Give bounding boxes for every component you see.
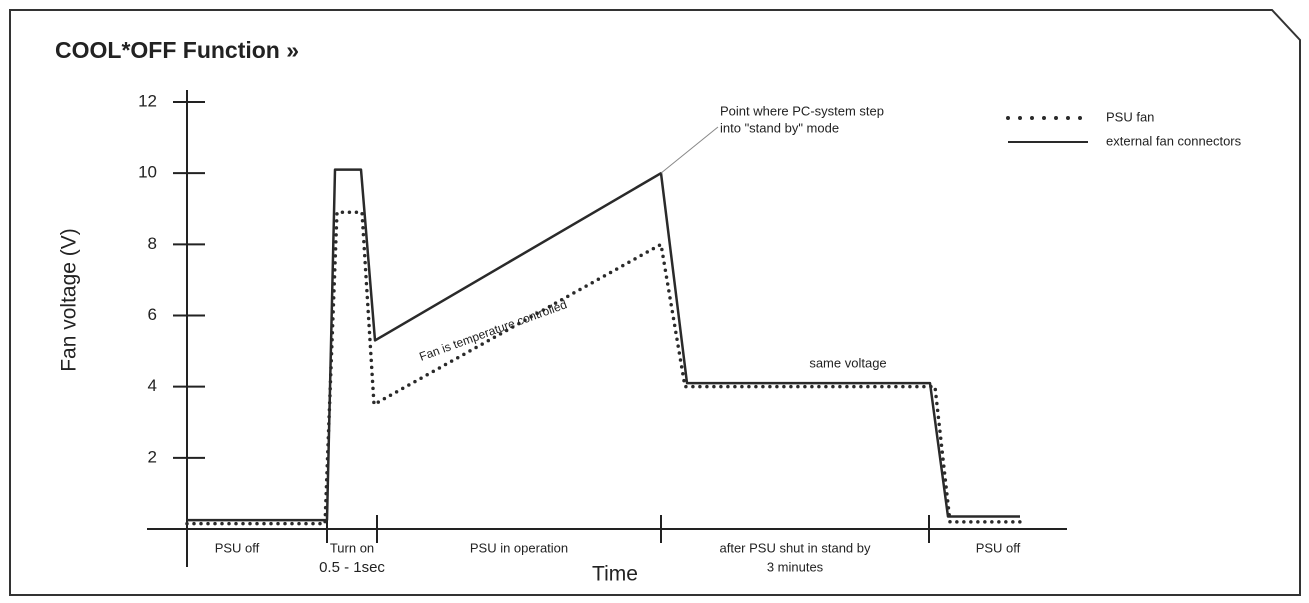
phase-label: 0.5 - 1sec: [319, 559, 385, 576]
phase-label: PSU off: [215, 540, 260, 555]
chart-title: COOL*OFF Function »: [55, 37, 299, 63]
legend-label: PSU fan: [1106, 109, 1154, 124]
x-axis-label: Time: [592, 563, 638, 586]
phase-label: PSU in operation: [470, 540, 568, 555]
annotation: Fan is temperature controlled: [417, 297, 568, 364]
annotation: into "stand by" mode: [720, 120, 839, 135]
y-axis-label: Fan voltage (V): [58, 228, 81, 372]
annotation-leader: [660, 126, 719, 174]
y-tick-label: 8: [148, 234, 157, 253]
annotation: Point where PC-system step: [720, 103, 884, 118]
line-series: [185, 210, 1022, 526]
phase-label: after PSU shut in stand by: [719, 540, 871, 555]
phase-label: PSU off: [976, 540, 1021, 555]
y-tick-label: 4: [148, 376, 157, 395]
y-tick-label: 10: [138, 163, 157, 182]
phase-label: 3 minutes: [767, 559, 824, 574]
annotation: same voltage: [809, 355, 886, 370]
line-series: [187, 168, 1020, 522]
y-tick-label: 6: [148, 305, 157, 324]
frame: [9, 9, 1301, 596]
phase-label: Turn on: [330, 540, 374, 555]
legend-label: external fan connectors: [1106, 133, 1242, 148]
y-tick-label: 12: [138, 91, 157, 110]
y-tick-label: 2: [148, 447, 157, 466]
